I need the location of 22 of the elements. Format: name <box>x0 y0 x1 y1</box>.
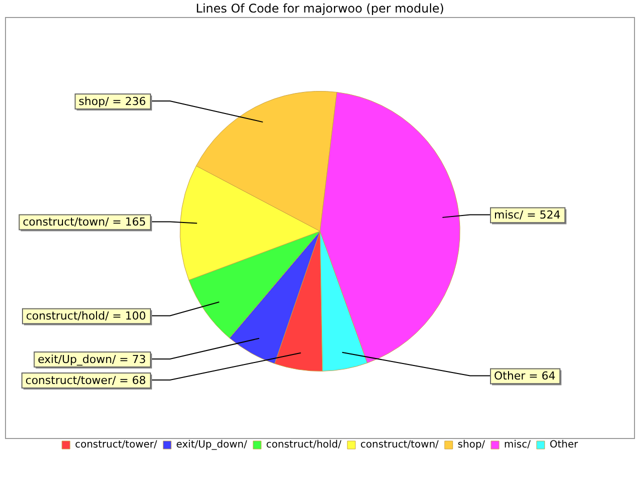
legend-label: construct/town/ <box>360 440 440 451</box>
data-label: = 68 <box>119 374 146 387</box>
data-label: = 64 <box>528 370 556 383</box>
slice-label: construct/hold/ <box>26 310 110 323</box>
legend-label: exit/Up_down/ <box>176 440 248 451</box>
slice-label: construct/town/ <box>22 216 110 229</box>
legend-label: misc/ <box>504 440 532 451</box>
data-label: = 236 <box>112 94 146 108</box>
legend-label: Other <box>550 440 579 451</box>
legend-label: construct/tower/ <box>74 440 158 451</box>
data-label: = 524 <box>526 208 560 222</box>
legend-label: shop/ <box>458 440 486 451</box>
data-label: = 165 <box>112 216 146 229</box>
chart-title: Lines Of Code for majorwoo (per module) <box>196 1 444 16</box>
slice-label: construct/tower/ <box>25 374 116 387</box>
slice-label: exit/Up_down/ <box>38 352 116 366</box>
legend-label: construct/hold/ <box>266 440 342 451</box>
data-label: = 100 <box>112 310 146 323</box>
slice-label: misc/ <box>494 208 524 222</box>
slice-label: Other <box>494 370 526 383</box>
data-label: = 73 <box>119 352 146 366</box>
slice-label: shop/ <box>78 94 110 108</box>
